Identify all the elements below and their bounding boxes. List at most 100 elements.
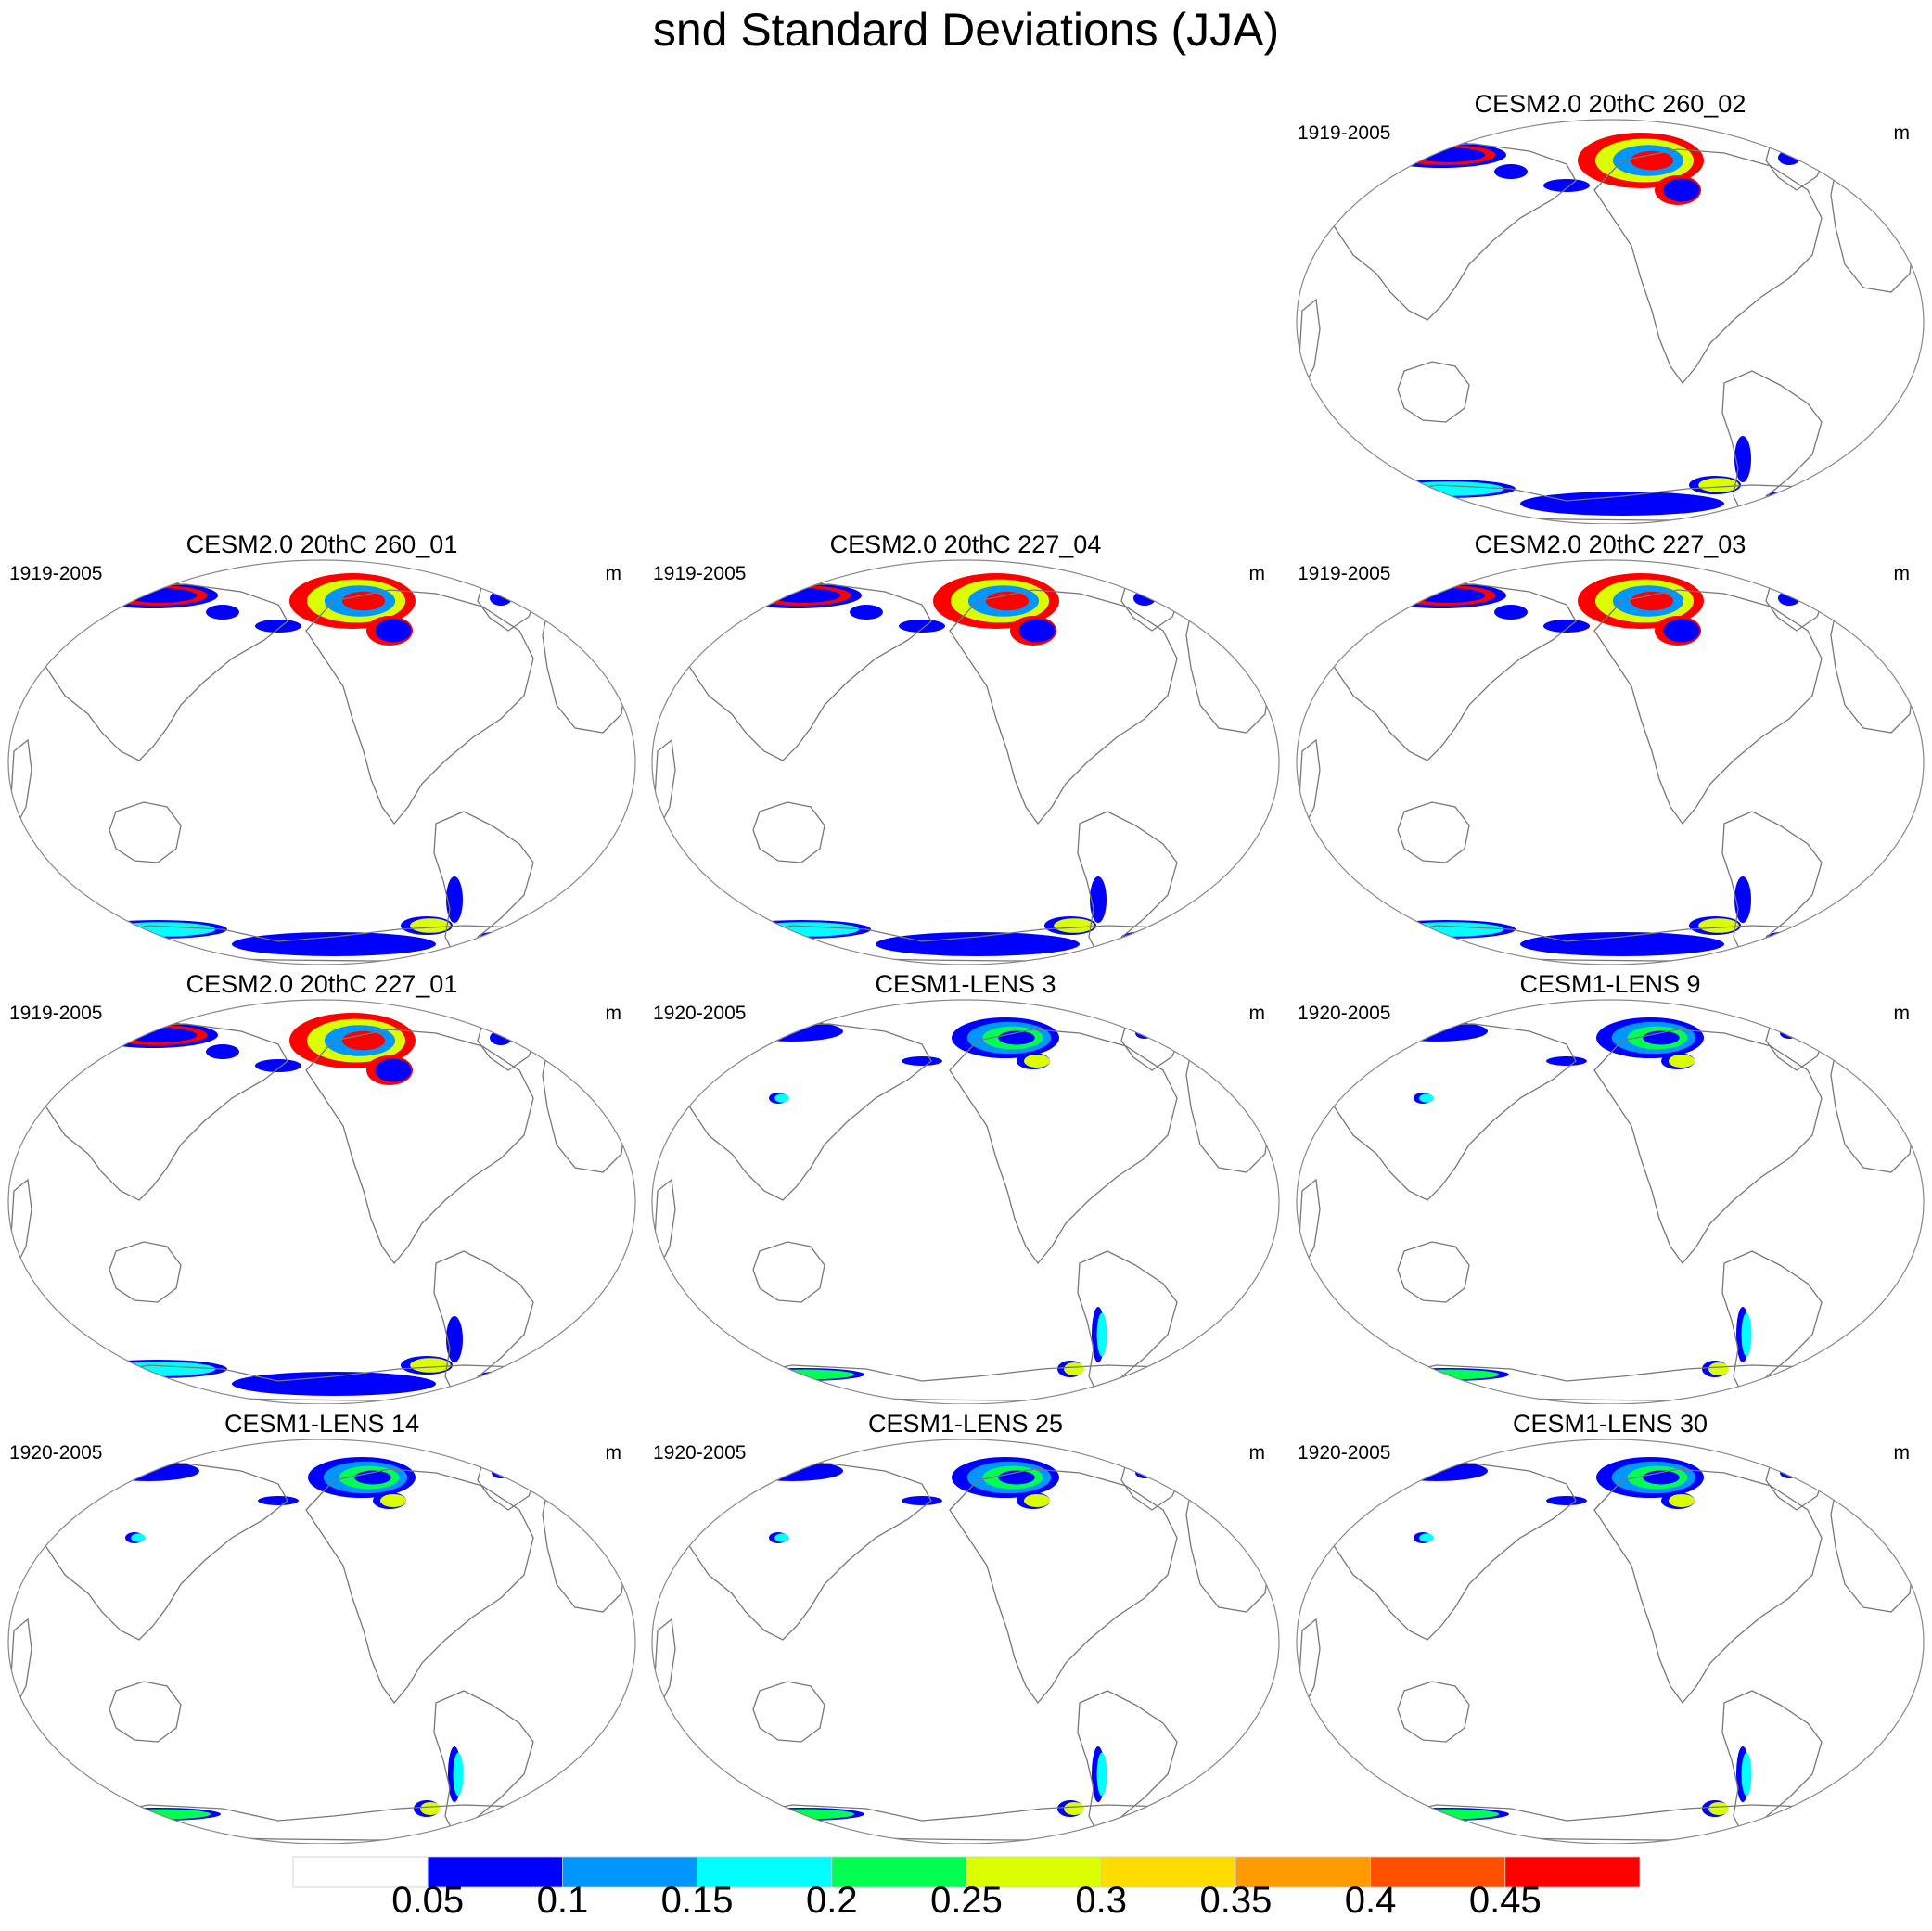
colorbar-tick-label: 0.05: [391, 1880, 465, 1921]
panel-units: m: [1893, 1442, 1911, 1464]
africa-outline: [654, 1178, 676, 1267]
australia-outline: [109, 1681, 182, 1743]
panel-units: m: [1248, 563, 1266, 584]
snow-patch-tibet: [774, 1533, 789, 1542]
north-america-outline: [1593, 148, 1823, 385]
europe-outline: [1830, 611, 1915, 734]
snow-patch-alaska: [902, 1496, 942, 1505]
map-canvas: [7, 999, 636, 1404]
south-america-outline: [1721, 1690, 1823, 1835]
snow-patch-ross: [1778, 491, 1845, 502]
snow-patch-east-antarctica: [1400, 1369, 1500, 1380]
snow-patch-hudson: [1663, 619, 1700, 643]
australia-outline: [752, 1681, 825, 1743]
map-panel: CESM1-LENS 25 1920-2005 m: [644, 1408, 1287, 1844]
snow-patch-hudson: [375, 619, 412, 643]
panel-period: 1920-2005: [653, 1442, 747, 1464]
snow-patch-hudson: [1668, 1493, 1695, 1508]
snow-patch-alaska: [1543, 179, 1590, 192]
map-layer: [10, 573, 627, 962]
map-layer: [654, 1017, 1271, 1401]
snow-patch-andes: [1090, 876, 1107, 923]
europe-outline: [1830, 1051, 1915, 1173]
australia-outline: [1397, 1681, 1470, 1743]
panel-units: m: [1893, 1003, 1911, 1024]
map-panel: CESM1-LENS 9 1920-2005 m: [1288, 968, 1932, 1404]
snow-patch-ross: [1145, 1819, 1200, 1828]
map-panel: CESM2.0 20thC 260_01 1919-2005 m: [0, 529, 644, 965]
north-america-outline: [949, 589, 1178, 825]
snow-patch-ross: [1121, 930, 1205, 943]
snow-patch-alaska: [255, 620, 301, 633]
colorbar-tick-label: 0.25: [930, 1880, 1003, 1921]
snow-patch-ross: [1766, 930, 1849, 943]
map-panel: CESM1-LENS 30 1920-2005 m: [1288, 1408, 1932, 1844]
australia-outline: [109, 1241, 182, 1303]
map-panel: CESM2.0 20thC 227_04 1919-2005 m: [644, 529, 1287, 965]
snow-patch-andes: [1096, 1312, 1107, 1357]
panel-units: m: [1248, 1442, 1266, 1464]
panel-title: CESM2.0 20thC 227_04: [829, 531, 1102, 558]
map-canvas: [7, 1439, 636, 1844]
panel-units: m: [605, 1003, 622, 1024]
panel-title: CESM1-LENS 25: [867, 1410, 1064, 1438]
snow-patch-east-antarctica: [1400, 1809, 1500, 1820]
asia-outline: [27, 1463, 288, 1641]
asia-outline: [671, 583, 932, 761]
colorbar-tick-label: 0.15: [660, 1880, 734, 1921]
colorbar-tick-label: 0.3: [1075, 1880, 1127, 1921]
south-america-outline: [1721, 1250, 1823, 1396]
europe-outline: [1830, 1490, 1915, 1613]
snow-patch-hudson: [375, 1058, 412, 1082]
north-america-outline: [305, 1468, 534, 1705]
australia-outline: [1397, 801, 1470, 863]
map-layer: [10, 1457, 627, 1841]
europe-outline: [1185, 611, 1271, 734]
snow-patch-ross: [478, 1370, 561, 1383]
panel-period: 1920-2005: [653, 1003, 747, 1024]
snow-patch-alaska: [258, 1496, 299, 1505]
africa-outline: [1299, 1618, 1321, 1707]
map-border: [1296, 999, 1925, 1404]
map-canvas: [651, 559, 1280, 965]
panel-units: m: [605, 1442, 622, 1464]
snow-patch-peninsula: [410, 1358, 451, 1373]
snow-patch-alaska: [1546, 1496, 1587, 1505]
snow-patch-hudson: [1668, 1054, 1695, 1068]
panel-units: m: [1893, 122, 1911, 144]
map-panel: CESM2.0 20thC 227_01 1919-2005 m: [0, 968, 644, 1404]
map-layer: [1299, 573, 1915, 962]
snow-patch-ross: [1133, 931, 1200, 942]
africa-outline: [1299, 1178, 1321, 1267]
map-canvas: [651, 1439, 1280, 1844]
snow-patch-andes: [1741, 1312, 1752, 1357]
snow-patch-east-antarctica: [111, 1809, 211, 1820]
asia-outline: [671, 1023, 932, 1201]
europe-outline: [1185, 1490, 1271, 1613]
snow-patch-hudson: [1023, 1054, 1051, 1068]
map-border: [7, 999, 636, 1404]
snow-patch-tibet: [131, 1533, 146, 1542]
panel-title: CESM2.0 20thC 227_01: [186, 970, 458, 998]
south-america-outline: [433, 1250, 534, 1396]
asia-outline: [1315, 583, 1577, 761]
africa-outline: [654, 738, 676, 827]
europe-outline: [542, 1051, 627, 1173]
panel-period: 1919-2005: [9, 563, 103, 584]
map-border: [7, 559, 636, 965]
map-layer: [654, 1457, 1271, 1841]
africa-outline: [10, 1178, 32, 1267]
europe-outline: [542, 611, 627, 734]
map-layer: [654, 573, 1271, 962]
snow-patch-east-antarctica: [1395, 922, 1504, 937]
snow-patch-ross: [1789, 1819, 1845, 1828]
map-layer: [10, 1013, 627, 1401]
europe-outline: [1830, 171, 1915, 293]
panel-title: CESM1-LENS 9: [1519, 970, 1701, 998]
asia-outline: [1315, 143, 1577, 321]
snow-patch-ross: [1789, 1379, 1845, 1388]
snow-patch-ross: [490, 1371, 557, 1382]
europe-outline: [542, 1490, 627, 1613]
north-america-outline: [949, 1468, 1178, 1705]
snow-patch-peninsula: [410, 918, 451, 933]
